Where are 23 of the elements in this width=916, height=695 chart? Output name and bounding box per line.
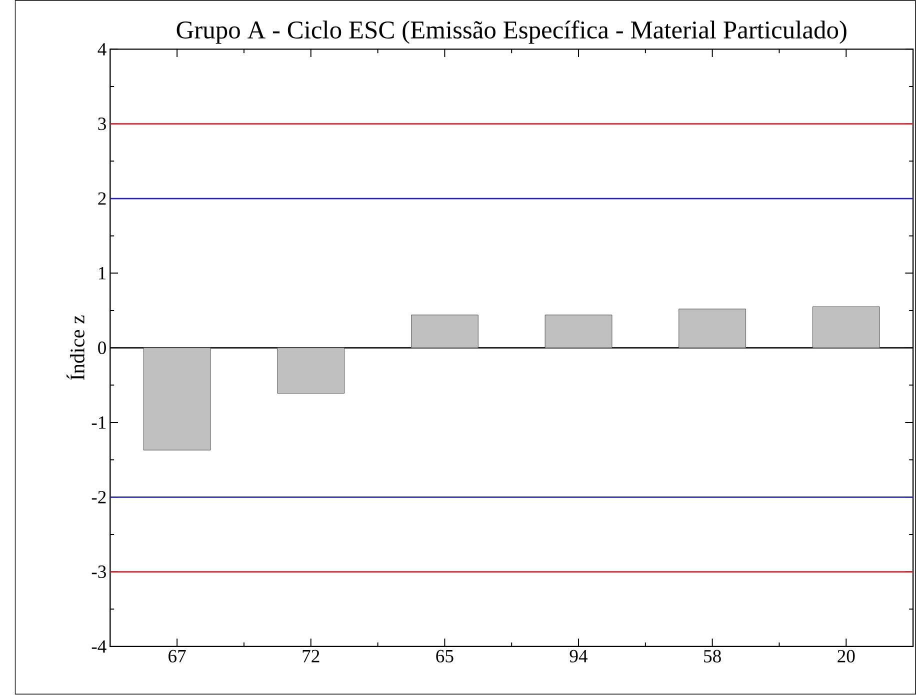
x-tick-label: 67 (168, 650, 186, 663)
x-tick-label: 94 (570, 650, 588, 663)
chart-title: Grupo A - Ciclo ESC (Emissão Específica - Material Particulado) (176, 20, 846, 44)
x-tick-label: 58 (704, 650, 721, 663)
y-tick-label: 4 (98, 43, 106, 56)
y-axis-title: Índice z (66, 316, 84, 380)
y-tick-label: -2 (92, 491, 106, 504)
x-tick-label: 20 (838, 650, 855, 663)
y-tick-label: 0 (98, 342, 106, 354)
bar (411, 314, 478, 348)
x-tick-label: 65 (436, 650, 454, 663)
bar (277, 348, 345, 394)
bar (678, 308, 746, 348)
y-tick-label: 3 (98, 118, 106, 130)
y-tick-label: -3 (92, 566, 106, 578)
x-tick-label: 72 (302, 650, 320, 662)
y-tick-label: 1 (99, 267, 106, 280)
bar (812, 306, 880, 348)
bar (143, 348, 211, 451)
y-tick-label: 2 (98, 192, 106, 205)
y-tick-label: -1 (92, 416, 106, 429)
bar (544, 314, 612, 348)
y-tick-label: -4 (92, 640, 106, 653)
